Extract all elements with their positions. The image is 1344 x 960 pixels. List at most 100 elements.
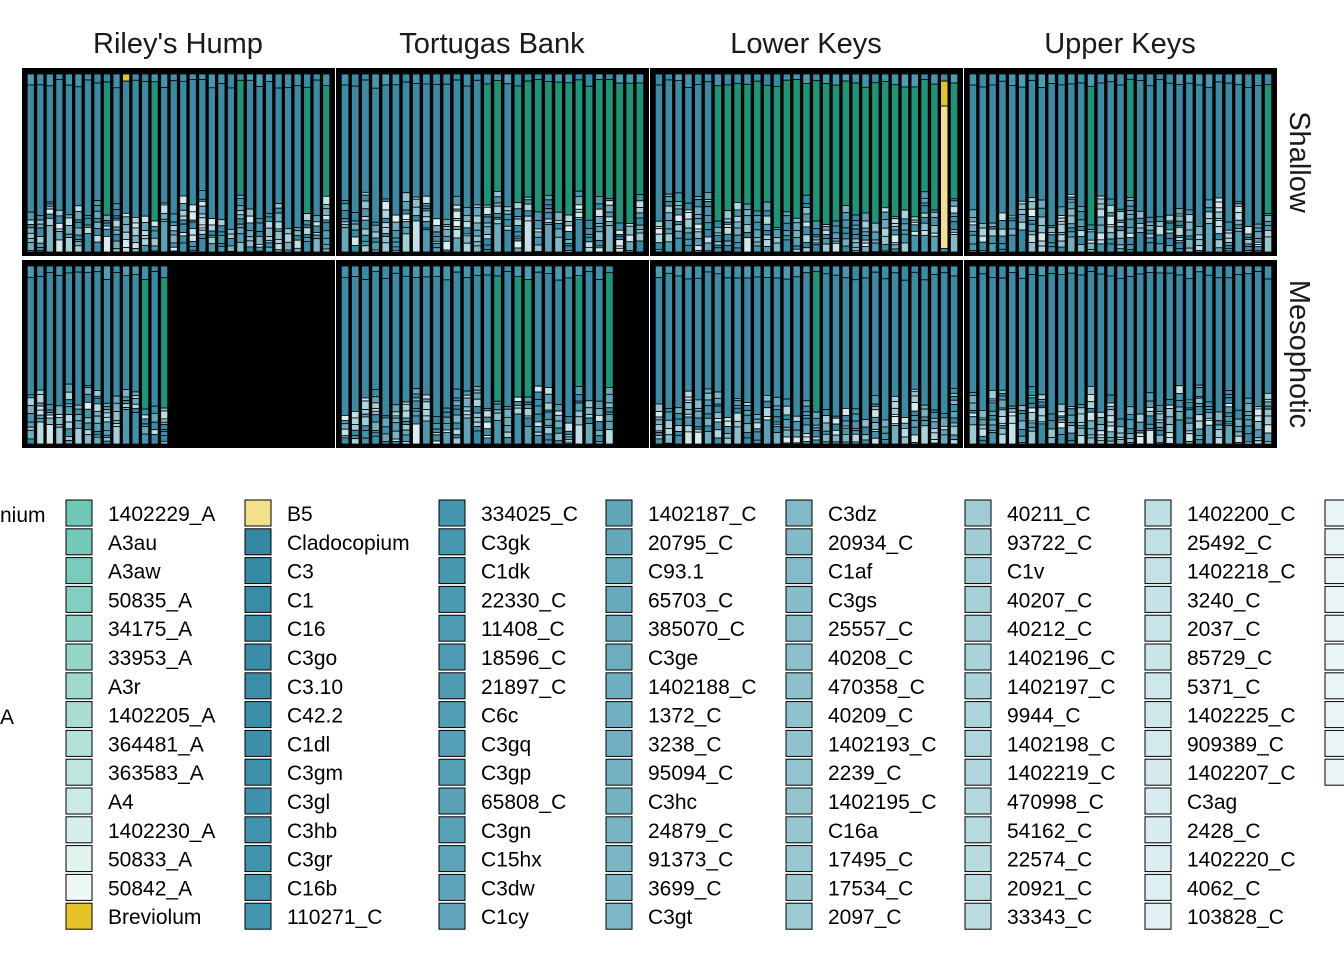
bar-segment: [654, 438, 663, 445]
bar-segment: [1008, 272, 1017, 407]
bar-segment: [1027, 73, 1036, 81]
bar-segment: [574, 386, 584, 396]
bar-segment: [1264, 441, 1273, 445]
legend-swatch: [785, 816, 813, 844]
legend-label: C3gt: [648, 906, 693, 929]
bar-segment: [381, 242, 390, 253]
bar-segment: [1047, 234, 1056, 244]
bar-segment: [733, 227, 742, 236]
bar-segment: [968, 230, 977, 236]
bar-segment: [743, 423, 752, 433]
bar-segment: [246, 222, 254, 232]
bar-segment: [1106, 212, 1115, 217]
bar-segment: [772, 416, 782, 423]
bar-segment: [265, 216, 273, 222]
bar-segment: [851, 234, 860, 240]
bar-segment: [422, 210, 431, 218]
bar-segment: [772, 265, 782, 279]
bar-segment: [694, 231, 703, 240]
legend-swatch: [65, 902, 93, 930]
bar-segment: [1037, 401, 1046, 407]
bar-segment: [1027, 274, 1036, 388]
bar-segment: [1195, 428, 1204, 436]
bar-segment: [1175, 406, 1184, 413]
bar-segment: [340, 265, 350, 278]
bar-segment: [93, 410, 102, 417]
bar-segment: [1086, 407, 1096, 413]
bar-segment: [713, 226, 722, 234]
bar-segment: [1155, 234, 1164, 245]
bar-segment: [1214, 197, 1223, 203]
bar-segment: [84, 408, 92, 419]
bar-segment: [723, 218, 732, 223]
bar-segment: [574, 73, 584, 81]
bar-segment: [654, 242, 663, 250]
bar-segment: [733, 265, 742, 279]
bar-segment: [564, 430, 573, 435]
bar-segment: [103, 265, 111, 280]
bar-segment: [442, 407, 451, 413]
bar-segment: [1027, 397, 1036, 404]
bar-segment: [55, 414, 64, 418]
bar-segment: [112, 426, 121, 445]
bar-segment: [704, 265, 713, 273]
bar-segment: [988, 277, 997, 391]
legend-label: 33343_C: [1007, 906, 1092, 929]
legend-swatch: [785, 585, 813, 613]
legend-swatch: [605, 499, 633, 527]
bar-segment: [988, 424, 997, 431]
bar-segment: [1244, 411, 1253, 416]
legend-label: C3hc: [648, 791, 697, 814]
bar-segment: [851, 408, 860, 415]
bar-segment: [782, 436, 791, 444]
bar-segment: [1175, 265, 1184, 276]
bar-segment: [303, 236, 312, 242]
bar-segment: [452, 271, 462, 390]
bar-segment: [45, 414, 54, 419]
legend-label: 65703_C: [648, 589, 733, 612]
bar-segment: [1086, 224, 1096, 231]
bar-segment: [1057, 240, 1066, 248]
bar-segment: [274, 249, 283, 253]
bar-segment: [513, 208, 523, 217]
bar-segment: [664, 241, 673, 253]
bar-segment: [371, 421, 380, 432]
bar-segment: [950, 404, 959, 412]
bar-segment: [26, 430, 35, 440]
bar-segment: [391, 84, 401, 216]
bar-segment: [1264, 408, 1273, 417]
bar-segment: [1214, 265, 1223, 279]
bar-segment: [694, 431, 703, 445]
bar-segment: [103, 279, 111, 404]
legend-swatch: [438, 643, 466, 671]
bar-segment: [871, 73, 880, 84]
bar-segment: [704, 405, 713, 415]
bar-segment: [84, 217, 92, 226]
bar-segment: [978, 265, 987, 275]
bar-segment: [131, 398, 140, 405]
bar-segment: [1008, 408, 1017, 413]
bar-segment: [694, 410, 703, 419]
bar-segment: [55, 275, 64, 407]
bar-segment: [1136, 217, 1145, 224]
bar-segment: [1185, 441, 1194, 445]
bar-segment: [412, 410, 421, 417]
bar-segment: [1037, 275, 1046, 396]
bar-segment: [664, 265, 673, 274]
bar-segment: [141, 426, 150, 435]
bar-segment: [654, 411, 663, 418]
bar-segment: [998, 80, 1007, 214]
bar-segment: [988, 415, 997, 421]
bar-segment: [635, 232, 645, 242]
bar-segment: [1214, 239, 1223, 249]
bar-segment: [812, 239, 821, 244]
bar-segment: [1018, 410, 1027, 414]
bar-segment: [674, 220, 683, 226]
bar-segment: [534, 79, 543, 213]
bar-segment: [881, 439, 890, 445]
bar-segment: [401, 434, 411, 442]
bar-segment: [1126, 433, 1135, 440]
bar-segment: [861, 277, 870, 421]
bar-segment: [674, 214, 683, 222]
bar-segment: [763, 84, 772, 203]
